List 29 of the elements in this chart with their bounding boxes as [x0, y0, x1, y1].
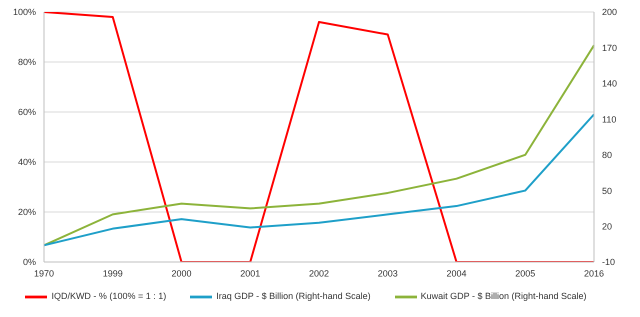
x-tick-label: 2003 — [378, 268, 398, 278]
y2-tick-label: 20 — [602, 221, 612, 232]
y2-tick-label: 50 — [602, 186, 612, 196]
y2-tick-label: -10 — [602, 257, 616, 268]
legend-label: Iraq GDP - $ Billion (Right-hand Scale) — [216, 291, 371, 302]
legend-label: Kuwait GDP - $ Billion (Right-hand Scale) — [420, 291, 587, 302]
y-tick-label: 60% — [18, 107, 36, 118]
y-tick-label: 0% — [22, 257, 36, 268]
legend-label: IQD/KWD - % (100% = 1 : 1) — [51, 291, 166, 302]
y-tick-label: 100% — [12, 7, 36, 18]
y2-tick-label: 200 — [602, 7, 618, 18]
x-tick-label: 2005 — [515, 268, 536, 278]
line-series — [43, 113, 595, 246]
y-tick-label: 40% — [18, 157, 36, 168]
x-tick-label: 2004 — [446, 268, 467, 278]
y2-tick-label: 80 — [602, 150, 612, 160]
y2-tick-label: 110 — [602, 114, 616, 124]
x-tick-label: 2001 — [240, 268, 260, 278]
x-tick-label: 2016 — [584, 268, 604, 278]
y-tick-label: 80% — [18, 57, 36, 68]
line-series — [43, 12, 595, 262]
x-tick-label: 2000 — [171, 268, 192, 278]
y2-tick-label: 140 — [602, 78, 618, 89]
x-tick-label: 2002 — [308, 268, 330, 278]
y-tick-label: 20% — [18, 207, 36, 218]
y2-tick-label: 170 — [602, 42, 618, 53]
x-tick-label: 1970 — [34, 268, 54, 278]
line-series — [43, 44, 595, 246]
x-tick-label: 1999 — [102, 268, 123, 278]
